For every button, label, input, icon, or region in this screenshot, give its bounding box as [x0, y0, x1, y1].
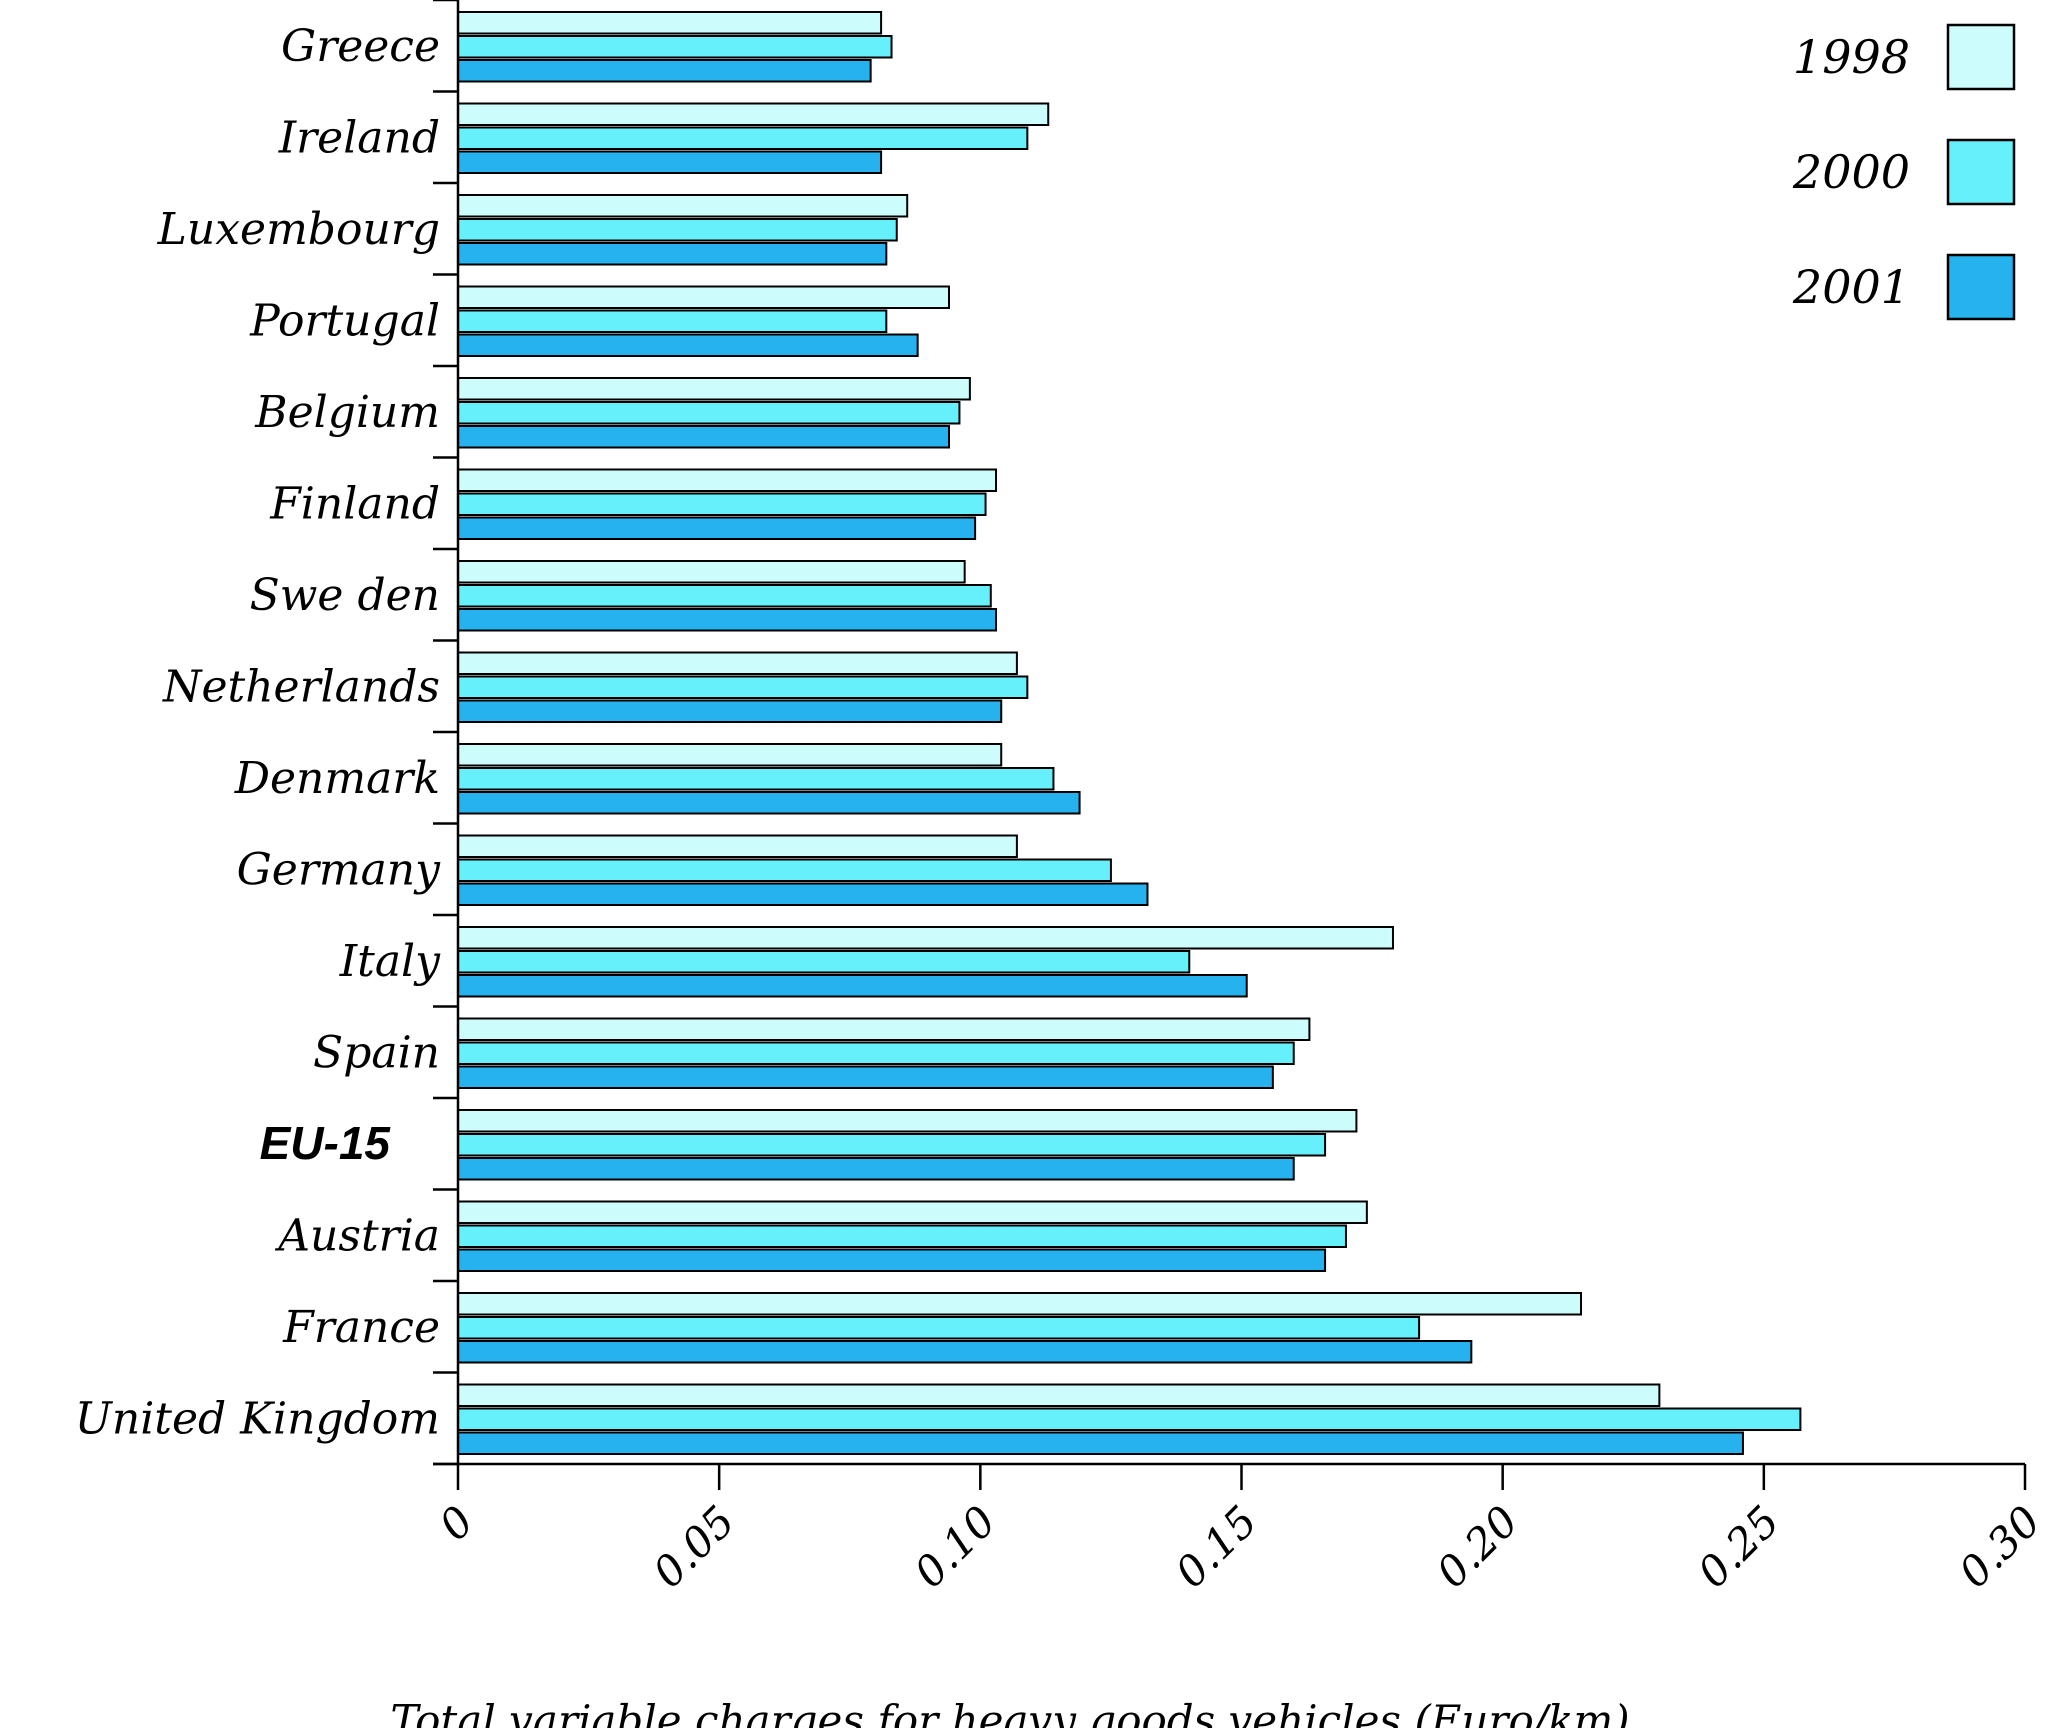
bar-2000-united-kingdom [457, 1407, 1802, 1431]
category-label: Germany [237, 844, 442, 895]
bar-2000-belgium [457, 401, 961, 425]
category-labels: Greece Ireland Luxembourg Portugal Belgium Fi… [75, 21, 441, 1445]
bar-2000-luxembourg [457, 218, 898, 242]
bar-2001-italy [457, 974, 1248, 998]
bar-1998-luxembourg [457, 194, 909, 218]
category-label: EU-15 [260, 1117, 392, 1169]
bar-1998-finland [457, 468, 998, 492]
bar-2001-united-kingdom [457, 1431, 1744, 1455]
category-label: Luxembourg [157, 204, 440, 255]
category-label: Spain [313, 1027, 440, 1078]
axes [433, 0, 2025, 1466]
bar-2001-netherlands [457, 699, 1003, 723]
bar-2000-france [457, 1316, 1421, 1340]
bar-2000-austria [457, 1224, 1347, 1248]
bar-1998-greece [457, 11, 883, 35]
bar-2001-spain [457, 1065, 1274, 1089]
bar-2001-luxembourg [457, 242, 888, 266]
bar-1998-belgium [457, 377, 971, 401]
category-label: Ireland [278, 112, 440, 163]
bar-1998-denmark [457, 743, 1003, 767]
bar-1998-united-kingdom [457, 1383, 1661, 1407]
bar-2001-greece [457, 59, 872, 83]
bar-2000-portugal [457, 309, 888, 333]
x-ticks: 0 0.05 0.10 0.15 0.20 0.25 0.30 [430, 1464, 2050, 1597]
category-label: Denmark [234, 753, 440, 804]
legend-label: 2000 [1792, 145, 1910, 199]
bar-2001-austria [457, 1248, 1327, 1272]
category-label: Italy [339, 936, 441, 987]
bar-1998-portugal [457, 285, 950, 309]
bar-2001-belgium [457, 425, 950, 449]
category-label: Belgium [254, 387, 440, 438]
x-tick-label: 0 [430, 1496, 484, 1550]
bar-2000-eu-15 [457, 1133, 1327, 1157]
category-label: United Kingdom [75, 1393, 440, 1444]
bar-2001-eu-15 [457, 1157, 1295, 1181]
bar-2000-finland [457, 492, 987, 516]
bar-2000-ireland [457, 126, 1029, 150]
bar-2000-netherlands [457, 675, 1029, 699]
category-label: Austria [274, 1210, 440, 1261]
x-tick-label: 0.15 [1166, 1496, 1267, 1597]
category-label: Finland [269, 478, 440, 529]
bar-1998-austria [457, 1200, 1368, 1224]
category-label: Portugal [249, 295, 440, 346]
bar-2000-italy [457, 950, 1191, 974]
bar-1998-netherlands [457, 651, 1018, 675]
bar-1998-italy [457, 926, 1394, 950]
bar-2000-greece [457, 35, 893, 59]
legend: 1998 2000 2001 [1792, 23, 2016, 321]
x-tick-label: 0.05 [643, 1496, 744, 1597]
bar-2000-germany [457, 858, 1112, 882]
x-tick-label: 0.25 [1688, 1496, 1789, 1597]
legend-label: 2001 [1792, 260, 1910, 314]
bar-1998-eu-15 [457, 1109, 1358, 1133]
category-label: Greece [281, 21, 440, 72]
legend-swatch [1946, 138, 2016, 206]
x-tick-label: 0.20 [1427, 1496, 1528, 1597]
category-label: Netherlands [162, 661, 440, 712]
x-tick-label: 0.30 [1949, 1496, 2050, 1597]
bars-layer [457, 11, 1802, 1455]
bar-2001-france [457, 1340, 1473, 1364]
category-label: Swe den [250, 570, 440, 621]
bar-2001-portugal [457, 333, 919, 357]
legend-swatch [1946, 253, 2016, 321]
bar-2000-spain [457, 1041, 1295, 1065]
bar-2001-finland [457, 516, 977, 540]
bar-1998-germany [457, 834, 1018, 858]
bar-2001-swe-den [457, 608, 998, 632]
bar-1998-spain [457, 1017, 1311, 1041]
bar-2001-ireland [457, 150, 883, 174]
bar-2001-denmark [457, 791, 1081, 815]
bar-2000-swe-den [457, 584, 992, 608]
x-axis-title: Total variable charges for heavy goods v… [390, 1696, 1629, 1728]
bar-2000-denmark [457, 767, 1055, 791]
legend-label: 1998 [1793, 30, 1910, 84]
bar-1998-france [457, 1292, 1583, 1316]
category-label: France [282, 1302, 440, 1353]
bar-2001-germany [457, 882, 1149, 906]
x-tick-label: 0.10 [905, 1496, 1006, 1597]
bar-1998-ireland [457, 102, 1050, 126]
legend-swatch [1946, 23, 2016, 91]
bar-1998-swe-den [457, 560, 966, 584]
